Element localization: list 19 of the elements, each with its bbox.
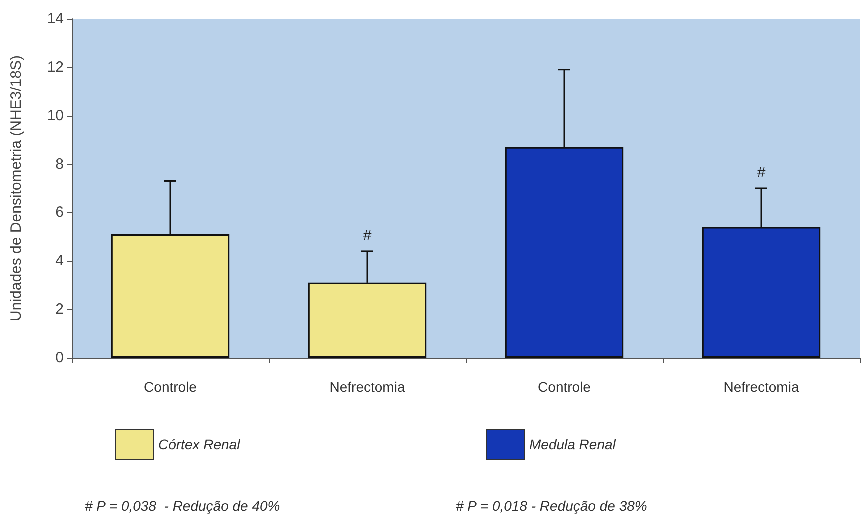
y-tick-label: 10 <box>47 107 64 124</box>
y-tick-label: 0 <box>56 350 64 366</box>
data-label: # <box>757 164 766 182</box>
y-tick-label: 14 <box>47 10 64 28</box>
x-tick-label: Controle <box>144 379 198 395</box>
y-tick-label: 2 <box>56 301 64 318</box>
text: # P = 0,038 - Redução de 40% <box>85 498 280 514</box>
y-tick-label: 8 <box>56 156 64 173</box>
x-tick-label: Controle <box>538 379 592 395</box>
x-tick-label: Nefrectomia <box>724 379 800 395</box>
y-tick-label: 4 <box>56 252 64 270</box>
legend-label: Córtex Renal <box>158 436 242 452</box>
data-label: # <box>363 227 372 244</box>
y-tick-label: 12 <box>47 58 64 76</box>
legend-label: Medula Renal <box>530 436 617 452</box>
y-axis-title: Unidades de Densitometria (NHE3/18S) <box>8 56 25 322</box>
text: # P = 0,018 - Redução de 38% <box>456 498 648 514</box>
x-tick-label: Nefrectomia <box>330 379 406 395</box>
y-tick-label: 6 <box>56 204 64 222</box>
